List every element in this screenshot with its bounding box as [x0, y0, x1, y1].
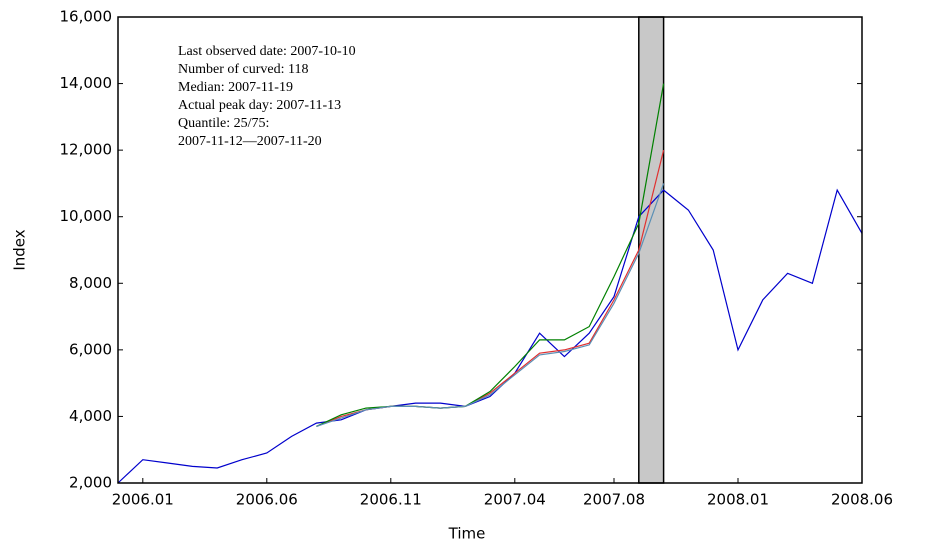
annotation: Actual peak day: 2007-11-13 [178, 98, 341, 113]
annotation: Median: 2007-11-19 [178, 80, 293, 95]
x-tick-label: 2008.06 [831, 491, 893, 509]
shaded-region [638, 16, 665, 484]
annotation: Quantile: 25/75: [178, 116, 269, 131]
x-axis-label: Time [448, 525, 486, 543]
annotation: Number of curved: 118 [178, 62, 309, 77]
x-tick-label: 2008.01 [707, 491, 769, 509]
y-tick-label: 10,000 [60, 207, 113, 225]
y-tick-label: 14,000 [60, 74, 113, 92]
x-tick-label: 2006.01 [112, 491, 174, 509]
y-tick-label: 12,000 [60, 141, 113, 159]
x-tick-label: 2007.08 [583, 491, 645, 509]
y-axis-label: Index [11, 229, 29, 270]
y-tick-label: 6,000 [69, 340, 112, 358]
x-tick-label: 2007.04 [484, 491, 546, 509]
x-tick-label: 2006.11 [360, 491, 422, 509]
y-tick-label: 8,000 [69, 274, 112, 292]
y-tick-label: 16,000 [60, 8, 113, 26]
series-line [316, 183, 665, 427]
plot-frame [117, 16, 863, 484]
x-tick-label: 2006.06 [236, 491, 298, 509]
annotation: 2007-11-12—2007-11-20 [178, 134, 322, 149]
series-line [316, 83, 665, 427]
series-line [117, 188, 863, 484]
y-tick-label: 4,000 [69, 407, 112, 425]
annotation: Last observed date: 2007-10-10 [178, 44, 356, 59]
y-tick-label: 2,000 [69, 474, 112, 492]
series-line [316, 149, 665, 427]
